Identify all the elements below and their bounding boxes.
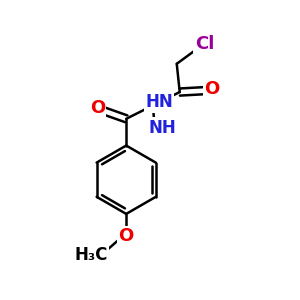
Text: O: O: [90, 99, 105, 117]
Text: O: O: [204, 80, 219, 98]
Text: O: O: [118, 227, 134, 245]
Text: H₃C: H₃C: [74, 246, 108, 264]
Text: HN: HN: [145, 93, 173, 111]
Text: NH: NH: [148, 119, 176, 137]
Text: Cl: Cl: [195, 35, 214, 53]
